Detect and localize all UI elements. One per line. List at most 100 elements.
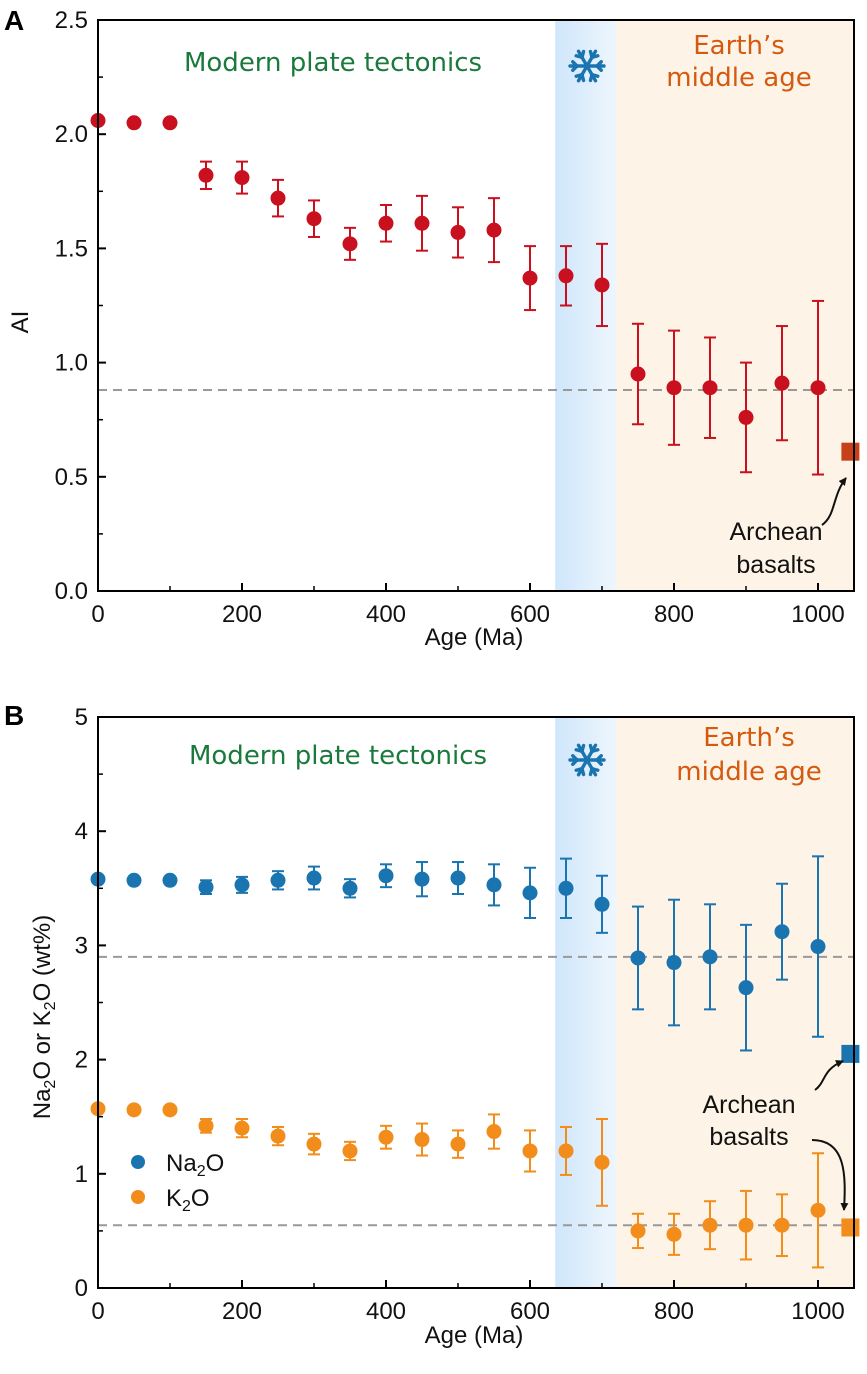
data-point	[666, 955, 682, 971]
region-label-modern: Modern plate tectonics	[184, 48, 482, 78]
region-bands	[555, 20, 854, 591]
x-ticks: 0 200 400 600 800 1000	[91, 1280, 845, 1325]
annotation-arrow	[821, 477, 847, 526]
data-point	[378, 215, 394, 231]
x-tick-label: 1000	[791, 601, 844, 628]
y-tick-label: 0.0	[55, 578, 88, 605]
data-point	[810, 939, 826, 955]
data-point	[774, 375, 790, 391]
y-tick-label: 4	[75, 818, 88, 845]
x-tick-label: 600	[510, 1298, 550, 1325]
annotation-line1: Archean	[729, 518, 822, 546]
y-tick-label: 5	[75, 704, 88, 731]
region-label-modern: Modern plate tectonics	[189, 741, 487, 771]
data-point	[306, 870, 322, 886]
region-label-middle-line2: middle age	[676, 757, 821, 787]
panel-letter-b: B	[4, 700, 24, 731]
x-tick-label: 600	[510, 601, 550, 628]
data-point	[414, 215, 430, 231]
data-point	[666, 380, 682, 396]
data-point	[342, 880, 358, 896]
data-point	[342, 1143, 358, 1159]
data-point	[594, 1154, 610, 1170]
legend-label-na2o: Na2O	[166, 1150, 224, 1180]
data-point	[198, 167, 214, 183]
middle-age-band	[616, 20, 854, 591]
data-point	[234, 877, 250, 893]
data-point	[702, 380, 718, 396]
data-point	[738, 1217, 754, 1233]
y-tick-label: 2.0	[55, 121, 88, 148]
region-bands	[555, 717, 854, 1288]
legend: Na2O K2O	[131, 1150, 224, 1215]
y-label-post: O (wt%)	[29, 915, 56, 1002]
data-point	[810, 1202, 826, 1218]
data-point	[414, 1132, 430, 1148]
annotation-line1: Archean	[702, 1091, 795, 1119]
data-point	[522, 270, 538, 286]
legend-marker-k2o	[131, 1190, 145, 1204]
data-point	[702, 949, 718, 965]
region-label-middle-line1: Earth’s	[693, 31, 785, 61]
x-tick-label: 800	[654, 601, 694, 628]
data-point	[522, 885, 538, 901]
x-tick-label: 200	[222, 1298, 262, 1325]
data-point	[162, 1102, 178, 1118]
x-tick-label: 400	[366, 601, 406, 628]
annotation-line2: basalts	[736, 551, 815, 579]
data-point	[594, 277, 610, 293]
data-point	[486, 1124, 502, 1140]
archean-basalt-marker	[841, 442, 860, 461]
data-point	[270, 190, 286, 206]
y-tick-label: 2	[75, 1047, 88, 1074]
annotation-arrow-k2o	[811, 1139, 849, 1211]
data-point	[306, 1136, 322, 1152]
data-point	[342, 236, 358, 252]
panel-letter-a: A	[4, 5, 24, 36]
x-ticks: 0 200 400 600 800 1000	[91, 583, 845, 628]
legend-na2o-sub: 2	[197, 1163, 206, 1180]
data-point	[414, 871, 430, 887]
data-point	[666, 1226, 682, 1242]
y-tick-label: 2.5	[55, 7, 88, 34]
legend-na2o-post: O	[206, 1150, 225, 1177]
data-point	[378, 1129, 394, 1145]
data-point	[630, 1223, 646, 1239]
data-point	[738, 409, 754, 425]
legend-k2o-pre: K	[166, 1185, 182, 1212]
y-tick-label: 1	[75, 1161, 88, 1188]
data-point	[126, 1102, 142, 1118]
y-tick-label: 0	[75, 1275, 88, 1302]
y-ticks: 0 1 2 3 4 5	[75, 704, 106, 1302]
legend-na2o-pre: Na	[166, 1150, 197, 1177]
y-tick-label: 1.5	[55, 235, 88, 262]
data-point	[450, 1136, 466, 1152]
legend-k2o-sub: 2	[182, 1198, 191, 1215]
y-label-sub2: 2	[42, 1001, 59, 1010]
annotation-arrow-na2o	[814, 1060, 844, 1091]
x-axis-label: Age (Ma)	[425, 1322, 524, 1349]
data-point	[126, 872, 142, 888]
region-label-middle-line2: middle age	[666, 63, 811, 93]
y-tick-label: 3	[75, 932, 88, 959]
data-point	[558, 1143, 574, 1159]
y-tick-label: 1.0	[55, 350, 88, 377]
data-point	[234, 1120, 250, 1136]
x-tick-label: 400	[366, 1298, 406, 1325]
data-point	[162, 115, 178, 131]
y-tick-label: 0.5	[55, 464, 88, 491]
x-tick-label: 0	[91, 601, 104, 628]
data-point	[198, 879, 214, 895]
data-point	[270, 1128, 286, 1144]
data-point	[522, 1143, 538, 1159]
data-point	[738, 980, 754, 996]
y-ticks: 0.0 0.5 1.0 1.5 2.0 2.5	[55, 7, 106, 605]
data-point	[126, 115, 142, 131]
annotation-line2: basalts	[709, 1123, 788, 1151]
data-point	[450, 870, 466, 886]
data-point	[810, 380, 826, 396]
data-points	[90, 112, 860, 476]
data-point	[378, 868, 394, 884]
panel-b: B 0 200 400 600 800 1000 0 1 2 3 4 5 Modern plate …	[4, 700, 860, 1349]
